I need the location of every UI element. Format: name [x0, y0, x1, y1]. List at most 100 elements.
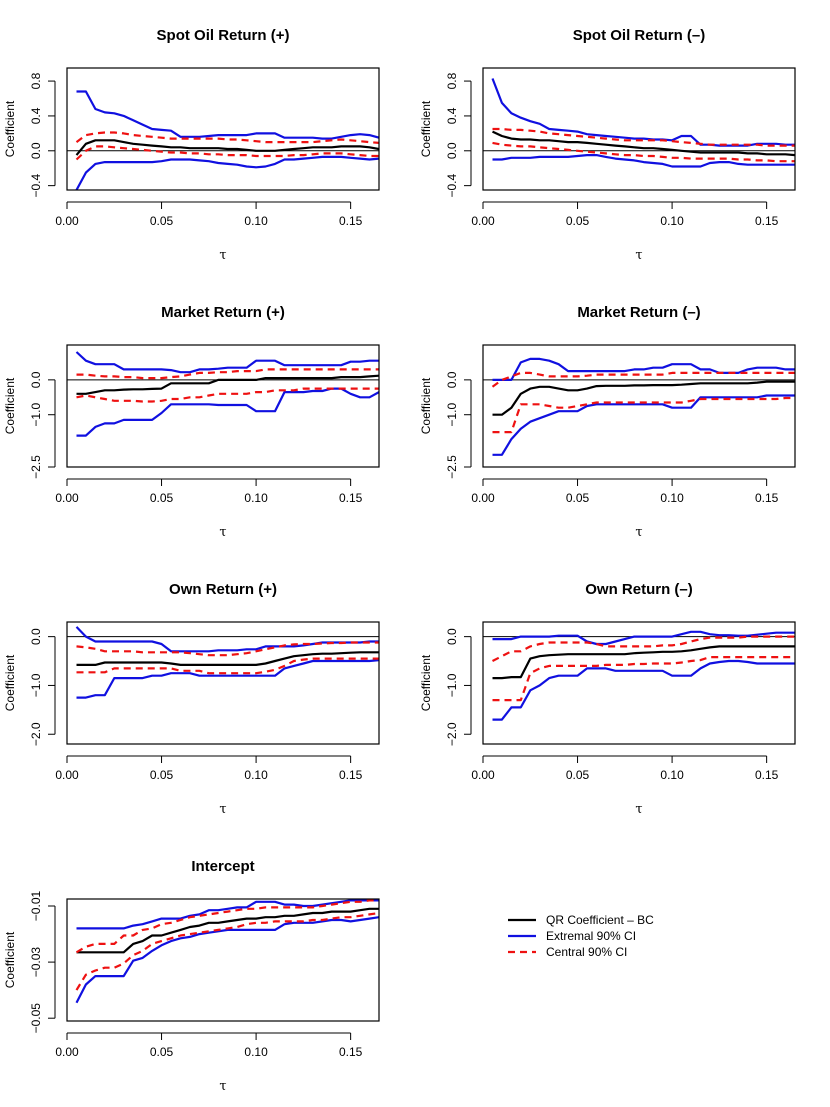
- y-axis: −0.4 0.0 0.4 0.8 Coefficient: [3, 72, 56, 197]
- plot-frame: [66, 898, 380, 1022]
- y-axis-label: Coefficient: [3, 654, 17, 711]
- y-tick-label: −1.0: [445, 403, 459, 427]
- panel-title: Intercept: [191, 858, 254, 875]
- y-tick-label: −2.0: [29, 722, 43, 746]
- legend-label: Central 90% CI: [546, 945, 627, 959]
- x-axis-label: τ: [635, 525, 642, 540]
- y-axis-label: Coefficient: [3, 377, 17, 434]
- central-ci-lower-line: [75, 911, 379, 991]
- panel-spot-oil-return: Spot Oil Return (+) 0.00 0.05 0.10 0.15 τ −0.4…: [3, 27, 380, 263]
- x-tick-label: 0.05: [566, 768, 590, 782]
- extremal-ci-lower-line: [492, 357, 795, 381]
- y-tick-label: 0.0: [29, 142, 43, 159]
- x-tick-label: 0.05: [150, 1045, 174, 1059]
- y-axis: −2.0 −1.0 0.0 Coefficient: [419, 628, 472, 746]
- y-axis: −0.4 0.0 0.4 0.8 Coefficient: [419, 72, 472, 197]
- qr-coefficient-line: [492, 130, 795, 157]
- central-ci-lower-line: [76, 657, 379, 675]
- panel-own-return: Own Return (–) 0.00 0.05 0.10 0.15 τ −2.0 −1.0 0…: [419, 581, 796, 817]
- x-axis: 0.00 0.05 0.10 0.15 τ: [55, 201, 363, 263]
- x-tick-label: 0.10: [244, 768, 268, 782]
- x-axis-label: τ: [219, 1079, 226, 1094]
- y-tick-label: 0.8: [29, 72, 43, 89]
- x-tick-label: 0.15: [339, 1045, 363, 1059]
- y-tick-label: −0.4: [445, 173, 459, 197]
- extremal-ci-upper-line: [75, 351, 379, 374]
- y-tick-label: 0.8: [445, 72, 459, 89]
- extremal-ci-upper-line: [491, 78, 795, 147]
- central-ci-upper-line: [491, 635, 795, 662]
- y-axis-label: Coefficient: [3, 100, 17, 157]
- y-tick-label: 0.0: [445, 628, 459, 645]
- y-tick-label: 0.0: [445, 142, 459, 159]
- x-tick-label: 0.10: [244, 1045, 268, 1059]
- x-tick-label: 0.05: [566, 491, 590, 505]
- central-ci-upper-line: [76, 368, 379, 380]
- legend-item-central-90-ci: Central 90% CI: [508, 945, 627, 959]
- panel-title: Market Return (+): [161, 304, 285, 321]
- x-axis-label: τ: [635, 248, 642, 263]
- y-tick-label: −2.5: [445, 455, 459, 479]
- central-ci-lower-line: [492, 141, 795, 163]
- plot-frame: [482, 344, 796, 468]
- legend-item-qr-coefficient-bc: QR Coefficient – BC: [508, 913, 654, 927]
- x-tick-label: 0.00: [471, 214, 495, 228]
- x-tick-label: 0.05: [150, 214, 174, 228]
- extremal-ci-lower-line: [75, 916, 379, 1004]
- x-axis: 0.00 0.05 0.10 0.15 τ: [471, 201, 779, 263]
- qr-coefficient-line: [76, 374, 379, 395]
- panel-market-return: Market Return (–) 0.00 0.05 0.10 0.15 τ −2.5 −1…: [419, 304, 796, 540]
- panel-title: Market Return (–): [577, 304, 700, 321]
- y-axis-label: Coefficient: [419, 100, 433, 157]
- y-axis-label: Coefficient: [419, 654, 433, 711]
- x-axis: 0.00 0.05 0.10 0.15 τ: [55, 478, 363, 540]
- legend-item-extremal-90-ci: Extremal 90% CI: [508, 929, 636, 943]
- x-axis-label: τ: [219, 248, 226, 263]
- y-tick-label: −0.4: [29, 173, 43, 197]
- y-tick-label: 0.4: [29, 107, 43, 124]
- y-tick-label: 0.0: [29, 371, 43, 388]
- extremal-ci-lower-line: [492, 154, 795, 168]
- qr-coefficient-line: [492, 645, 795, 680]
- extremal-ci-upper-line: [76, 90, 379, 140]
- extremal-ci-upper-line: [75, 626, 379, 653]
- y-axis: −2.0 −1.0 0.0 Coefficient: [3, 628, 56, 746]
- extremal-ci-lower-line: [76, 659, 379, 699]
- y-axis-label: Coefficient: [419, 377, 433, 434]
- y-tick-label: −0.05: [29, 1003, 43, 1034]
- x-axis: 0.00 0.05 0.10 0.15 τ: [471, 478, 779, 540]
- x-tick-label: 0.10: [244, 491, 268, 505]
- y-tick-label: −0.03: [29, 947, 43, 978]
- extremal-ci-upper-line: [76, 899, 379, 930]
- plot-frame: [66, 621, 380, 745]
- extremal-ci-lower-line: [76, 387, 379, 437]
- y-tick-label: −2.0: [445, 722, 459, 746]
- y-tick-label: 0.0: [29, 628, 43, 645]
- y-tick-label: −1.0: [29, 403, 43, 427]
- x-tick-label: 0.00: [55, 214, 79, 228]
- y-tick-label: −1.0: [29, 673, 43, 697]
- x-tick-label: 0.15: [755, 768, 779, 782]
- y-axis: −0.05 −0.03 −0.01 Coefficient: [3, 891, 56, 1034]
- panel-title: Spot Oil Return (+): [157, 27, 290, 44]
- x-tick-label: 0.15: [755, 491, 779, 505]
- plot-frame: [66, 344, 380, 468]
- legend-label: QR Coefficient – BC: [546, 913, 654, 927]
- central-ci-lower-line: [491, 371, 795, 388]
- legend-label: Extremal 90% CI: [546, 929, 636, 943]
- extremal-ci-upper-line: [492, 394, 795, 456]
- x-tick-label: 0.00: [471, 491, 495, 505]
- legend: QR Coefficient – BC Extremal 90% CI Centra…: [508, 913, 654, 959]
- y-axis-label: Coefficient: [3, 931, 17, 988]
- x-tick-label: 0.15: [339, 491, 363, 505]
- x-tick-label: 0.00: [471, 768, 495, 782]
- x-tick-label: 0.15: [339, 214, 363, 228]
- panel-market-return: Market Return (+) 0.00 0.05 0.10 0.15 τ −2.5 −1…: [3, 304, 380, 540]
- x-tick-label: 0.05: [150, 768, 174, 782]
- central-ci-upper-line: [76, 641, 379, 657]
- extremal-ci-lower-line: [75, 155, 379, 190]
- x-axis-label: τ: [219, 525, 226, 540]
- x-tick-label: 0.15: [339, 768, 363, 782]
